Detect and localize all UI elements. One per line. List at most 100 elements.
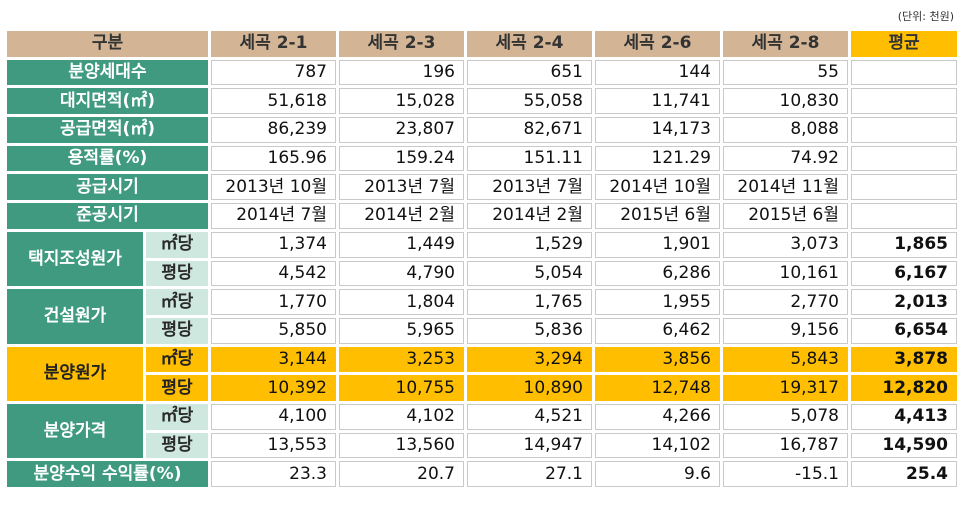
table-row: 평당 13,553 13,560 14,947 14,102 16,787 14,590 <box>7 432 957 459</box>
table-cell: 1,955 <box>595 289 720 315</box>
table-cell: 23,807 <box>339 117 464 143</box>
row-label: 공급시기 <box>7 174 208 201</box>
sub-label: 평당 <box>146 317 208 344</box>
header-col: 세곡 2-3 <box>339 31 464 57</box>
table-cell: 4,790 <box>339 260 464 287</box>
table-cell: 13,560 <box>339 432 464 459</box>
cost-comparison-table: 구분 세곡 2-1 세곡 2-3 세곡 2-4 세곡 2-6 세곡 2-8 평균… <box>4 28 960 490</box>
table-row: 분양가격 ㎡당 4,100 4,102 4,521 4,266 5,078 4,413 <box>7 403 957 459</box>
table-cell: 9.6 <box>595 461 720 487</box>
table-cell: 74.92 <box>723 145 848 172</box>
table-cell: 8,088 <box>723 117 848 143</box>
table-cell: 196 <box>339 59 464 86</box>
table-row: 택지조성원가 ㎡당 1,374 1,449 1,529 1,901 3,073 1,865 <box>7 231 957 287</box>
table-cell: 9,156 <box>723 317 848 344</box>
group-label: 분양원가 <box>7 346 143 401</box>
header-col: 세곡 2-8 <box>723 31 848 57</box>
table-cell: 16,787 <box>723 432 848 459</box>
table-row: 용적률(%) 165.96 159.24 151.11 121.29 74.92 <box>7 145 957 172</box>
table-cell: 4,102 <box>339 403 464 430</box>
average-cell <box>851 117 957 143</box>
table-cell: 1,765 <box>467 289 592 315</box>
table-cell: 2014년 2월 <box>339 203 464 229</box>
header-col: 세곡 2-1 <box>211 31 336 57</box>
row-label: 분양수익 수익률(%) <box>7 461 208 487</box>
table-cell: 14,102 <box>595 432 720 459</box>
table-cell: 4,100 <box>211 403 336 430</box>
table-cell: 1,529 <box>467 231 592 258</box>
table-cell: 10,392 <box>211 375 336 401</box>
average-cell: 6,654 <box>851 317 957 344</box>
row-label: 준공시기 <box>7 203 208 229</box>
table-cell: 121.29 <box>595 145 720 172</box>
table-cell: 144 <box>595 59 720 86</box>
header-col: 세곡 2-6 <box>595 31 720 57</box>
row-label: 공급면적(㎡) <box>7 117 208 143</box>
table-cell: 14,173 <box>595 117 720 143</box>
average-cell <box>851 145 957 172</box>
table-cell: 2015년 6월 <box>723 203 848 229</box>
average-cell: 4,413 <box>851 403 957 430</box>
table-cell: 13,553 <box>211 432 336 459</box>
table-cell: 2014년 7월 <box>211 203 336 229</box>
table-cell: 4,542 <box>211 260 336 287</box>
table-cell: 1,449 <box>339 231 464 258</box>
sub-label: ㎡당 <box>146 403 208 430</box>
table-cell: 82,671 <box>467 117 592 143</box>
table-cell: 3,144 <box>211 346 336 373</box>
table-cell: 2013년 7월 <box>339 174 464 201</box>
table-cell: 11,741 <box>595 88 720 115</box>
table-cell: 1,901 <box>595 231 720 258</box>
table-cell: 2014년 11월 <box>723 174 848 201</box>
table-cell: 1,374 <box>211 231 336 258</box>
table-cell: 2014년 10월 <box>595 174 720 201</box>
table-cell: 3,856 <box>595 346 720 373</box>
header-row: 구분 세곡 2-1 세곡 2-3 세곡 2-4 세곡 2-6 세곡 2-8 평균 <box>7 31 957 57</box>
table-cell: 19,317 <box>723 375 848 401</box>
table-cell: 3,294 <box>467 346 592 373</box>
average-cell <box>851 88 957 115</box>
table-cell: 86,239 <box>211 117 336 143</box>
table-cell: 2014년 2월 <box>467 203 592 229</box>
average-cell <box>851 59 957 86</box>
table-cell: 5,078 <box>723 403 848 430</box>
header-corner: 구분 <box>7 31 208 57</box>
table-cell: 159.24 <box>339 145 464 172</box>
table-cell: 10,755 <box>339 375 464 401</box>
group-label: 건설원가 <box>7 289 143 344</box>
table-cell: -15.1 <box>723 461 848 487</box>
table-row: 건설원가 ㎡당 1,770 1,804 1,765 1,955 2,770 2,013 <box>7 289 957 344</box>
table-cell: 2015년 6월 <box>595 203 720 229</box>
table-cell: 5,843 <box>723 346 848 373</box>
row-label: 대지면적(㎡) <box>7 88 208 115</box>
table-cell: 10,830 <box>723 88 848 115</box>
table-cell: 27.1 <box>467 461 592 487</box>
header-col: 세곡 2-4 <box>467 31 592 57</box>
sub-label: 평당 <box>146 260 208 287</box>
sub-label: ㎡당 <box>146 346 208 373</box>
table-row: 공급면적(㎡) 86,239 23,807 82,671 14,173 8,088 <box>7 117 957 143</box>
table-cell: 12,748 <box>595 375 720 401</box>
table-row: 준공시기 2014년 7월 2014년 2월 2014년 2월 2015년 6월 2015… <box>7 203 957 229</box>
average-cell: 14,590 <box>851 432 957 459</box>
sub-label: ㎡당 <box>146 289 208 315</box>
table-cell: 3,073 <box>723 231 848 258</box>
table-row: 평당 10,392 10,755 10,890 12,748 19,317 12,820 <box>7 375 957 401</box>
table-cell: 151.11 <box>467 145 592 172</box>
table-cell: 5,850 <box>211 317 336 344</box>
table-cell: 10,161 <box>723 260 848 287</box>
table-cell: 2013년 10월 <box>211 174 336 201</box>
group-label: 분양가격 <box>7 403 143 459</box>
table-cell: 51,618 <box>211 88 336 115</box>
average-cell: 6,167 <box>851 260 957 287</box>
average-cell: 12,820 <box>851 375 957 401</box>
table-cell: 5,054 <box>467 260 592 287</box>
row-label: 용적률(%) <box>7 145 208 172</box>
table-row: 분양세대수 787 196 651 144 55 <box>7 59 957 86</box>
table-cell: 5,965 <box>339 317 464 344</box>
average-cell: 1,865 <box>851 231 957 258</box>
sub-label: ㎡당 <box>146 231 208 258</box>
average-cell: 2,013 <box>851 289 957 315</box>
row-label: 분양세대수 <box>7 59 208 86</box>
average-cell: 3,878 <box>851 346 957 373</box>
